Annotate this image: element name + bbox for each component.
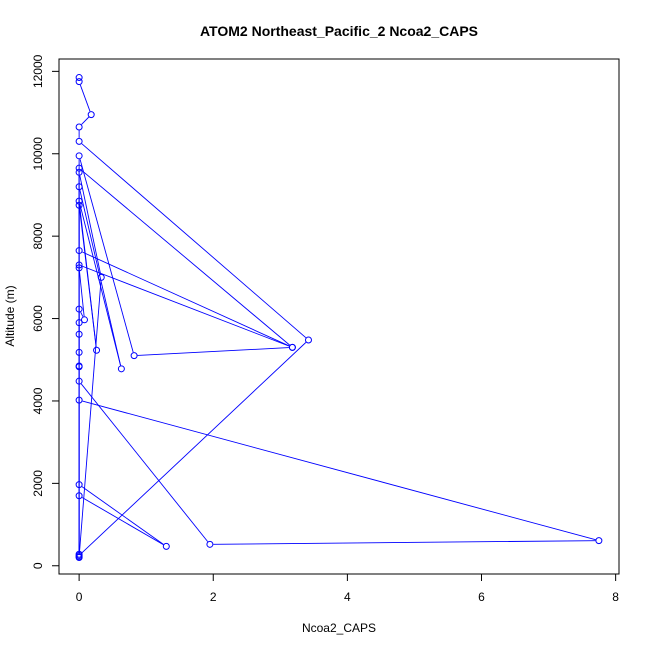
data-point	[80, 316, 88, 324]
data-point	[595, 537, 603, 545]
chart-title: ATOM2 Northeast_Pacific_2 Ncoa2_CAPS	[200, 23, 478, 39]
data-point	[75, 492, 83, 500]
x-tick-label: 2	[210, 590, 217, 604]
series-segment	[79, 190, 122, 366]
x-tick-label: 6	[478, 590, 485, 604]
y-tick-label: 8000	[31, 222, 45, 249]
series-segment	[82, 251, 290, 347]
series-segment	[79, 204, 121, 366]
data-point	[75, 168, 83, 176]
series-segment	[213, 540, 596, 545]
series-segment	[81, 116, 90, 125]
series-segment	[81, 342, 307, 554]
x-tick-label: 0	[76, 590, 83, 604]
series-segment	[79, 84, 91, 112]
series-segment	[80, 383, 209, 542]
series-segment	[81, 497, 164, 546]
data-point	[75, 247, 83, 255]
data-point	[75, 264, 83, 272]
data-point	[75, 319, 83, 327]
series-segment	[82, 400, 596, 541]
y-tick-label: 0	[31, 562, 45, 569]
data-point	[75, 305, 83, 313]
data-point	[75, 123, 83, 131]
data-point	[75, 261, 83, 269]
data-point	[75, 197, 83, 205]
y-tick-label: 4000	[31, 387, 45, 414]
y-axis: 0 2000 4000 6000 8000 10000 12000	[31, 54, 60, 569]
data-point	[75, 78, 83, 86]
data-point	[75, 363, 83, 371]
data-point	[206, 540, 214, 548]
data-point	[75, 137, 83, 145]
data-point	[75, 152, 83, 160]
x-axis: 0 2 4 6 8	[76, 573, 619, 604]
data-point	[288, 343, 296, 351]
x-tick-label: 8	[612, 590, 619, 604]
data-point	[304, 336, 312, 344]
series-line	[78, 84, 596, 555]
data-point	[75, 183, 83, 191]
data-point	[75, 553, 83, 561]
y-tick-label: 2000	[31, 470, 45, 497]
data-point	[75, 330, 83, 338]
data-point	[75, 550, 83, 558]
series-points	[75, 74, 603, 562]
y-tick-label: 10000	[31, 137, 45, 171]
data-point	[75, 396, 83, 404]
data-point	[87, 111, 95, 119]
series-segment	[78, 280, 102, 554]
series-segment	[79, 175, 101, 275]
data-point	[75, 348, 83, 356]
data-point	[75, 74, 83, 82]
series-segment	[82, 265, 290, 347]
data-point	[130, 352, 138, 360]
data-point	[75, 164, 83, 172]
series-segment	[81, 486, 164, 545]
y-axis-label: Altitude (m)	[3, 285, 17, 346]
series-segment	[81, 170, 290, 346]
data-point	[162, 542, 170, 550]
series-segment	[80, 312, 84, 317]
data-point	[75, 201, 83, 209]
data-point	[117, 365, 125, 373]
data-point	[93, 346, 101, 354]
y-tick-label: 6000	[31, 305, 45, 332]
series-segment	[137, 347, 289, 356]
y-tick-label: 12000	[31, 54, 45, 88]
data-point	[75, 481, 83, 489]
series-segment	[79, 208, 97, 347]
data-point	[75, 377, 83, 385]
x-axis-label: Ncoa2_CAPS	[302, 621, 376, 635]
series-segment	[79, 159, 134, 353]
series-segment	[81, 143, 307, 339]
x-tick-label: 4	[344, 590, 351, 604]
data-point	[97, 273, 105, 281]
series-segment	[79, 271, 85, 317]
